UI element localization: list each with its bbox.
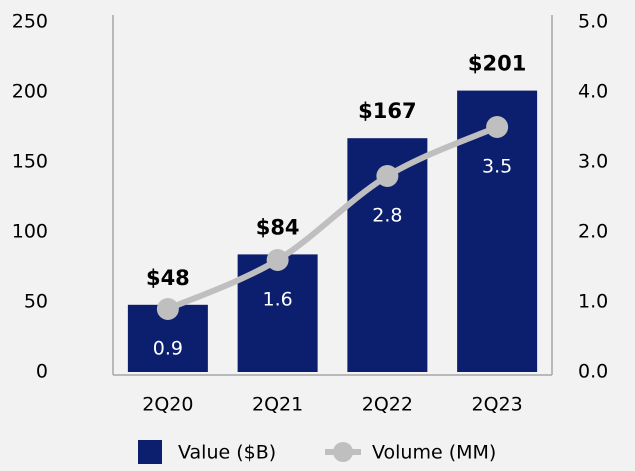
y-tick-label: 100 xyxy=(12,221,48,243)
line xyxy=(164,124,501,312)
y-tick-label: 150 xyxy=(12,151,48,173)
y2-tick-label: 1.0 xyxy=(578,291,608,313)
line-value-label: 1.6 xyxy=(263,289,293,311)
y-tick-label: 50 xyxy=(24,291,48,313)
y-tick-label: 250 xyxy=(12,11,48,33)
y-tick-label: 0 xyxy=(36,361,48,383)
x-tick-label: 2Q23 xyxy=(472,394,523,416)
bar-value-label: $201 xyxy=(468,52,526,76)
legend-marker xyxy=(333,442,353,462)
x-tick-label: 2Q21 xyxy=(252,394,303,416)
line-value-label: 3.5 xyxy=(482,156,512,178)
line-marker xyxy=(486,116,509,138)
bar-value-label: $167 xyxy=(358,99,416,123)
y2-tick-label: 3.0 xyxy=(578,151,608,173)
bar-value-label: $84 xyxy=(256,215,300,239)
y2-tick-label: 4.0 xyxy=(578,81,608,103)
line-marker xyxy=(266,249,289,271)
y2-tick-label: 5.0 xyxy=(578,11,608,33)
y2-tick-label: 0.0 xyxy=(578,361,608,383)
bar-value-label: $48 xyxy=(146,266,190,290)
x-tick-label: 2Q20 xyxy=(142,394,193,416)
line-value-label: 2.8 xyxy=(372,205,402,227)
line-marker xyxy=(156,298,179,320)
legend-label: Volume (MM) xyxy=(372,442,496,464)
legend-swatch xyxy=(138,440,162,464)
x-tick-label: 2Q22 xyxy=(362,394,413,416)
y2-tick-label: 2.0 xyxy=(578,221,608,243)
y-tick-label: 200 xyxy=(12,81,48,103)
line-value-label: 0.9 xyxy=(153,338,183,360)
legend-label: Value ($B) xyxy=(178,442,276,464)
line-marker xyxy=(376,165,399,187)
